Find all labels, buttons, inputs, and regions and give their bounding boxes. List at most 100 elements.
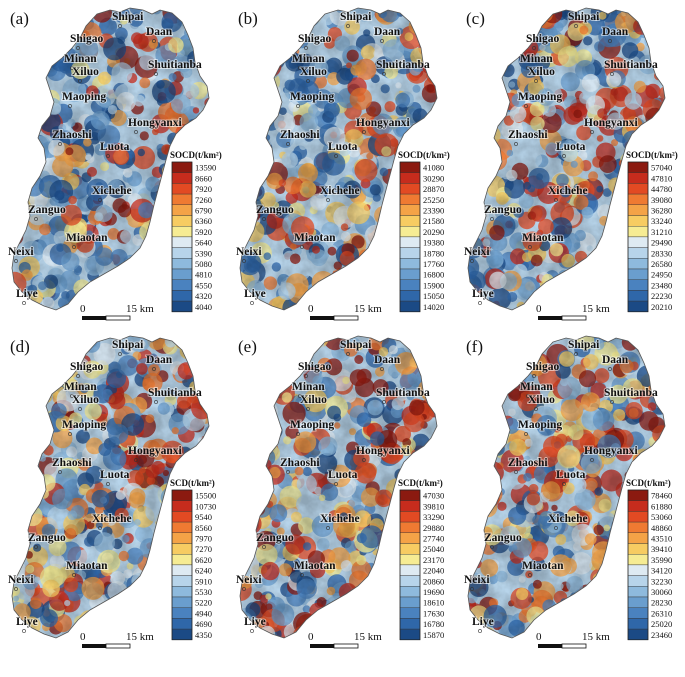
map-cell [258, 92, 266, 100]
town-marker [58, 142, 62, 146]
map-cell [265, 389, 277, 401]
map-cell [330, 271, 353, 294]
legend-title: SOCD(t/km²) [626, 150, 678, 160]
place-label: Xichehe [92, 513, 132, 525]
map-cell [648, 15, 665, 39]
place-label: Neixi [8, 574, 34, 586]
legend-tick-label: 26580 [651, 259, 672, 269]
legend-swatch [399, 161, 421, 173]
map-cell [487, 96, 501, 111]
legend-tick-label: 15900 [423, 280, 444, 290]
map-cell [556, 286, 572, 302]
map-cell [518, 16, 533, 31]
map-cell [110, 606, 126, 622]
map-cell [428, 34, 437, 47]
map-cell [616, 265, 625, 274]
place-label: Shigao [70, 33, 103, 45]
place-label: Daan [146, 26, 173, 38]
map-cell [16, 218, 27, 230]
map-cell [12, 490, 19, 500]
map-cell [89, 296, 98, 305]
legend-tick-label: 6790 [195, 206, 212, 216]
map-cell [468, 112, 485, 133]
map-cell [652, 451, 665, 475]
map-cell [491, 362, 502, 374]
legend-swatch [171, 300, 193, 313]
map-cell [250, 307, 257, 310]
place-label: Neixi [464, 246, 490, 258]
place-label: Shipai [112, 11, 144, 23]
map-cell [426, 371, 437, 385]
map-cell [85, 613, 98, 627]
place-label: Neixi [236, 246, 262, 258]
map-cell [549, 625, 570, 638]
map-cell [412, 127, 428, 144]
map-cell [483, 343, 494, 354]
town-marker [242, 259, 246, 263]
map-cell [12, 628, 32, 638]
map-cell [376, 264, 389, 278]
map-cell [12, 170, 28, 191]
town-marker [334, 482, 338, 486]
map-cell [260, 478, 273, 491]
legend-swatch [627, 161, 649, 173]
legend-tick-label: 30060 [651, 587, 672, 597]
map-cell [471, 462, 488, 479]
map-cell [163, 618, 171, 627]
map-cell [123, 587, 142, 606]
map-cell [576, 265, 586, 276]
map-cell [144, 276, 156, 287]
map-cell [261, 11, 276, 27]
map-cell [253, 496, 266, 509]
map-cell [158, 188, 168, 199]
scale-bar-white [333, 643, 359, 649]
map-cell [575, 603, 588, 617]
town-marker [490, 217, 494, 221]
town-marker [72, 245, 76, 249]
map-cell [71, 12, 79, 19]
map-cell [473, 374, 495, 396]
map-cell [327, 288, 345, 306]
map-cell [608, 299, 624, 310]
legend-tick-label: 18780 [423, 248, 444, 258]
legend-tick-label: 7970 [195, 534, 212, 544]
map-cell [468, 519, 473, 530]
legend-tick-label: 13590 [195, 163, 216, 173]
map-cell [468, 188, 472, 196]
town-marker [306, 79, 310, 83]
map-cell [45, 10, 69, 34]
map-cell [119, 599, 128, 608]
map-cell [492, 336, 500, 343]
map-cell [246, 81, 264, 99]
map-cell [369, 257, 376, 265]
map-cell [285, 336, 295, 345]
map-cell [564, 305, 571, 310]
town-marker [526, 66, 530, 70]
map-cell [12, 197, 26, 216]
legend-tick-label: 15500 [195, 491, 216, 501]
map-cell [33, 356, 54, 377]
map-cell [470, 151, 494, 176]
scale-zero-label: 0 [80, 631, 86, 643]
map-cell [596, 610, 612, 626]
map-cell [163, 509, 172, 518]
map-cell [619, 528, 627, 535]
map-cell [347, 265, 367, 285]
scale-bar-black [310, 316, 334, 320]
map-cell [12, 218, 24, 238]
map-cell [263, 489, 270, 497]
map-cell [26, 478, 41, 493]
map-cell [12, 123, 23, 145]
map-cell [91, 630, 105, 638]
legend-swatch [399, 607, 421, 619]
legend-tick-label: 25250 [423, 195, 444, 205]
legend-title: SOCD(t/km²) [170, 150, 222, 160]
legend-swatch [171, 290, 193, 302]
map-cell [271, 40, 290, 58]
legend-swatch [171, 575, 193, 587]
map-cell [12, 416, 30, 436]
map-cell [500, 8, 516, 21]
map-cell [329, 604, 350, 625]
map-cell [480, 355, 490, 366]
map-cell [12, 128, 18, 141]
